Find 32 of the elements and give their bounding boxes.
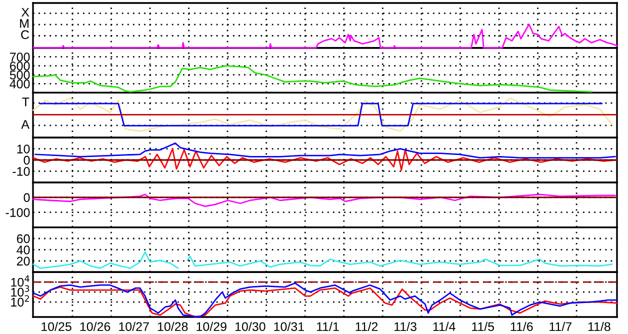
x-tick-label: 10/28 <box>158 322 188 332</box>
x-tick-label: 11/8 <box>588 322 610 332</box>
y-tick-label: 40 <box>16 246 30 254</box>
y-tick-label: -10 <box>12 167 30 176</box>
x-tick-label: 11/2 <box>356 322 378 332</box>
x-tick-label: 10/30 <box>235 322 266 332</box>
x-tick-label: 11/3 <box>394 322 416 332</box>
text: M <box>20 19 28 28</box>
y-tick-label: 10 <box>17 144 30 154</box>
y-tick-label: 0 <box>24 156 30 165</box>
x-tick-label: 11/5 <box>472 322 494 332</box>
x-tick-label: 10/29 <box>196 322 226 332</box>
y-tick-label: 60 <box>16 234 30 244</box>
x-tick-label: 11/7 <box>550 322 572 332</box>
y-tick-label: -100 <box>6 208 30 217</box>
text: C <box>21 30 30 40</box>
x-tick-label: 10/31 <box>274 322 304 332</box>
text: A <box>21 120 30 129</box>
y-tick-label: 20 <box>16 256 30 266</box>
y-tick-label: 400 <box>10 80 30 88</box>
y-tick-label: 700 <box>10 52 30 62</box>
x-tick-label: 11/6 <box>510 322 533 332</box>
y-tick-label: 600 <box>10 62 30 70</box>
x-tick-label: 11/1 <box>316 322 339 332</box>
x-tick-label: 10/26 <box>80 322 110 332</box>
x-tick-label: 11/4 <box>433 322 456 332</box>
y-tick-label: 500 <box>10 70 30 80</box>
text: T <box>22 98 30 106</box>
text: X <box>21 8 30 17</box>
x-tick-label: 10/27 <box>119 322 149 332</box>
y-tick-label: 0 <box>24 193 30 202</box>
x-tick-label: 10/25 <box>42 322 72 332</box>
